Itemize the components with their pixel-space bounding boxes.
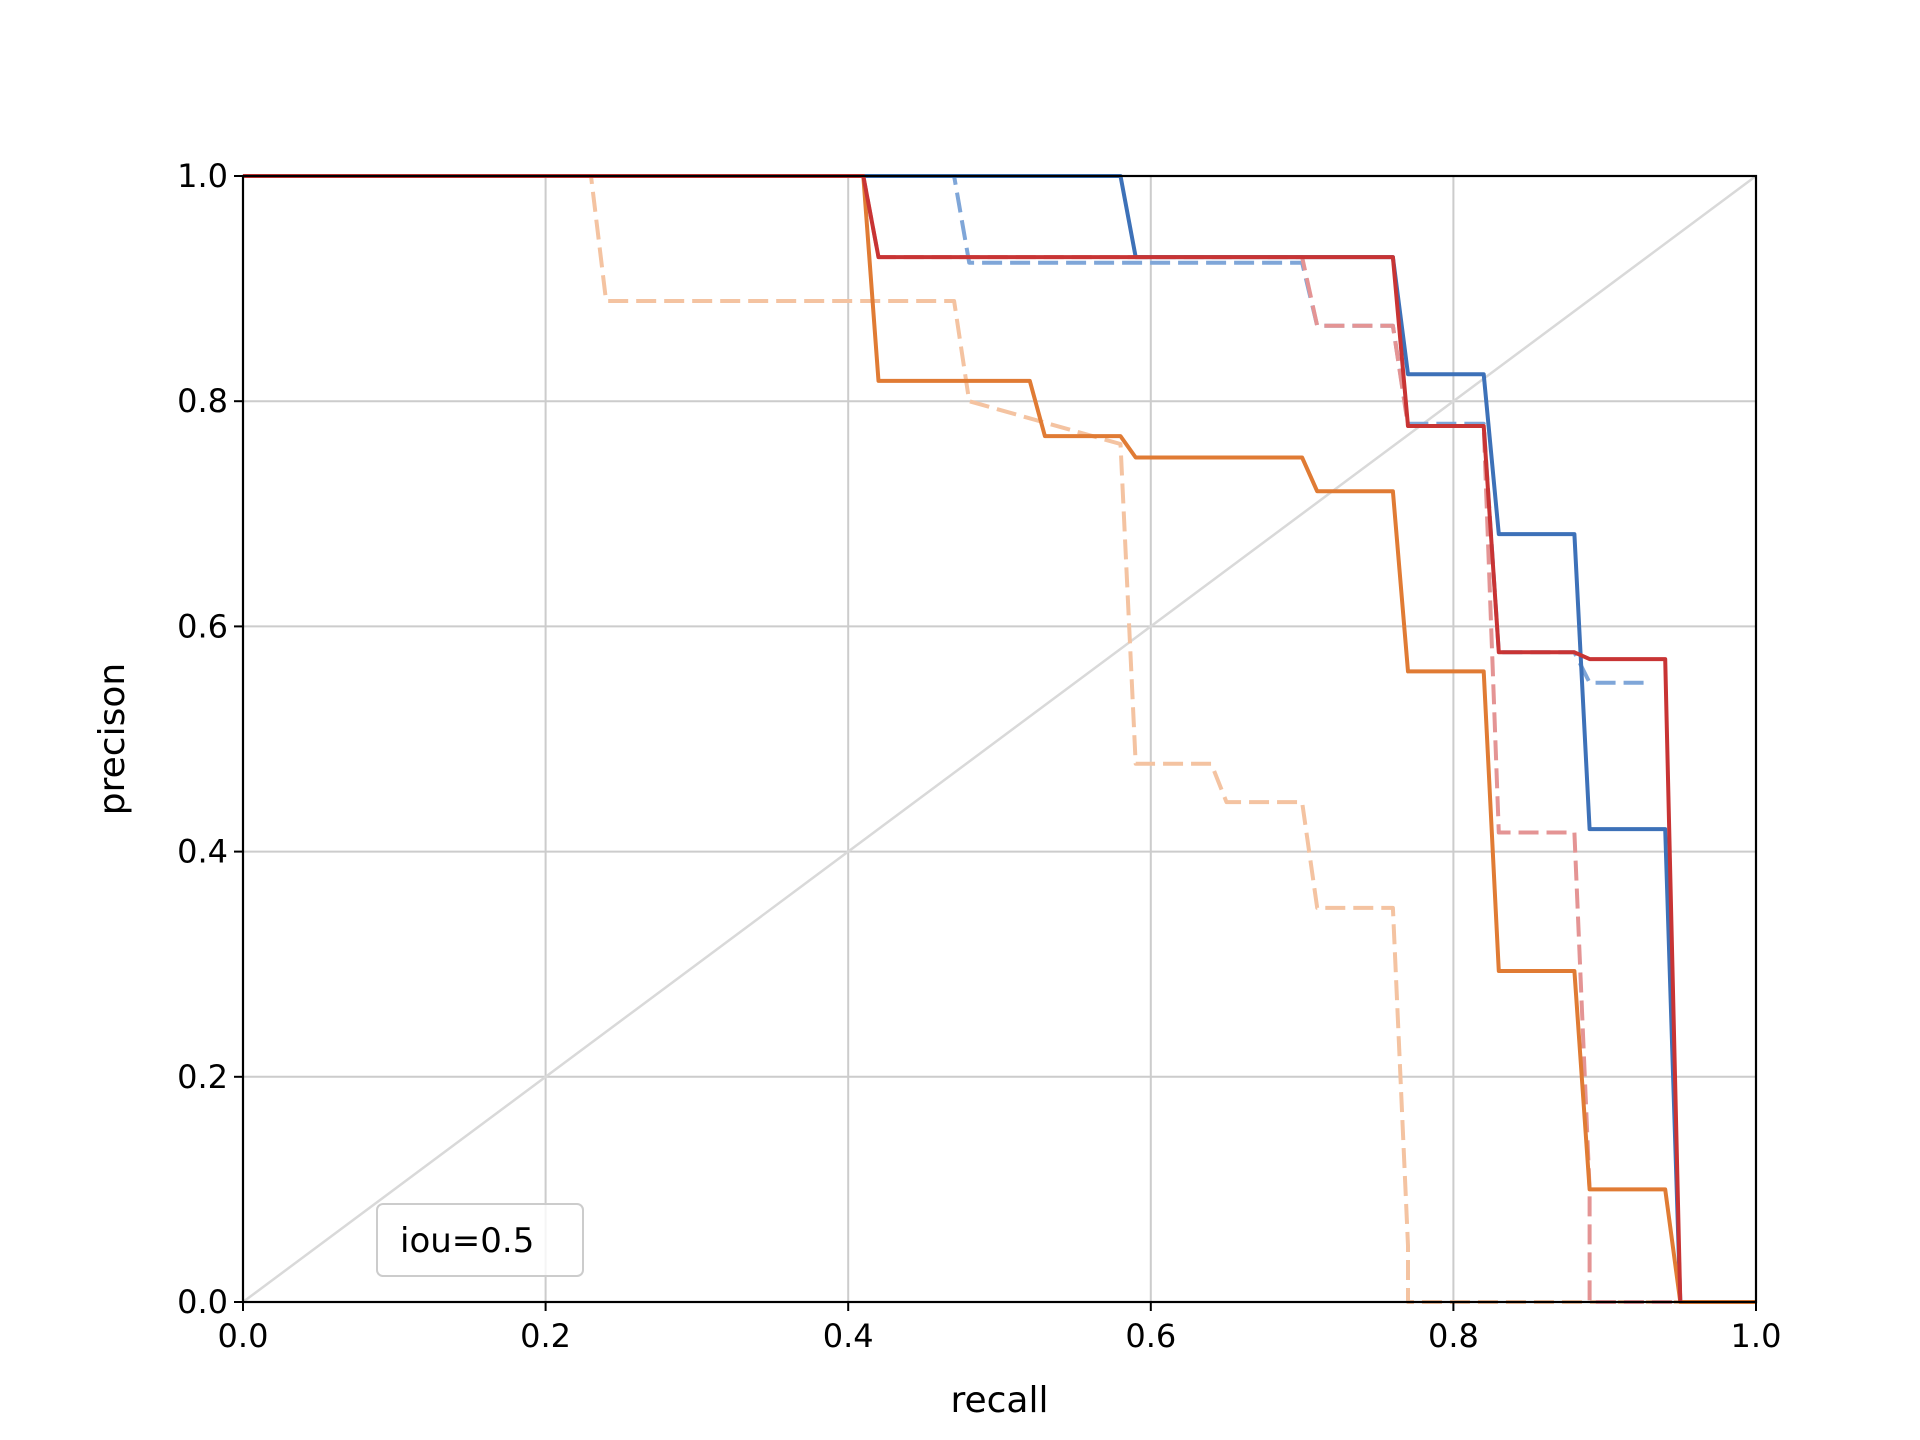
x-tick-label: 0.0 bbox=[218, 1317, 269, 1355]
legend-box: iou=0.5 bbox=[376, 1203, 584, 1277]
y-axis-label: precison bbox=[92, 663, 133, 815]
y-tick-label: 0.2 bbox=[177, 1058, 228, 1096]
legend-frame bbox=[376, 1203, 584, 1277]
series-line-red-solid bbox=[243, 174, 1683, 1303]
x-tick-label: 1.0 bbox=[1731, 1317, 1782, 1355]
series-line-light-orange-dashed bbox=[243, 174, 1756, 1304]
series-line-blue-solid bbox=[243, 174, 1683, 1303]
x-tick-label: 0.6 bbox=[1125, 1317, 1176, 1355]
tick-layer: 0.0 0.2 0.4 0.6 0.8 1.0 0.0 0.2 0.4 0.6 0.8 1.0 bbox=[177, 157, 1781, 1355]
y-tick-label: 1.0 bbox=[177, 157, 228, 195]
x-axis-label: recall bbox=[950, 1380, 1048, 1421]
series-line-orange-solid bbox=[243, 174, 1756, 1304]
plot-frame bbox=[241, 174, 1758, 1304]
reference-layer bbox=[242, 174, 1757, 1304]
diagonal-reference-line bbox=[242, 174, 1757, 1304]
y-tick-label: 0.6 bbox=[177, 607, 228, 645]
x-tick-label: 0.4 bbox=[823, 1317, 874, 1355]
legend-annotation: iou=0.5 bbox=[400, 1221, 534, 1261]
y-tick-label: 0.8 bbox=[177, 382, 228, 420]
y-tick-label: 0.0 bbox=[177, 1283, 228, 1321]
y-tick-label: 0.4 bbox=[177, 833, 228, 871]
x-tick-label: 0.2 bbox=[520, 1317, 571, 1355]
x-tick-label: 0.8 bbox=[1428, 1317, 1479, 1355]
series-layer bbox=[243, 174, 1756, 1304]
